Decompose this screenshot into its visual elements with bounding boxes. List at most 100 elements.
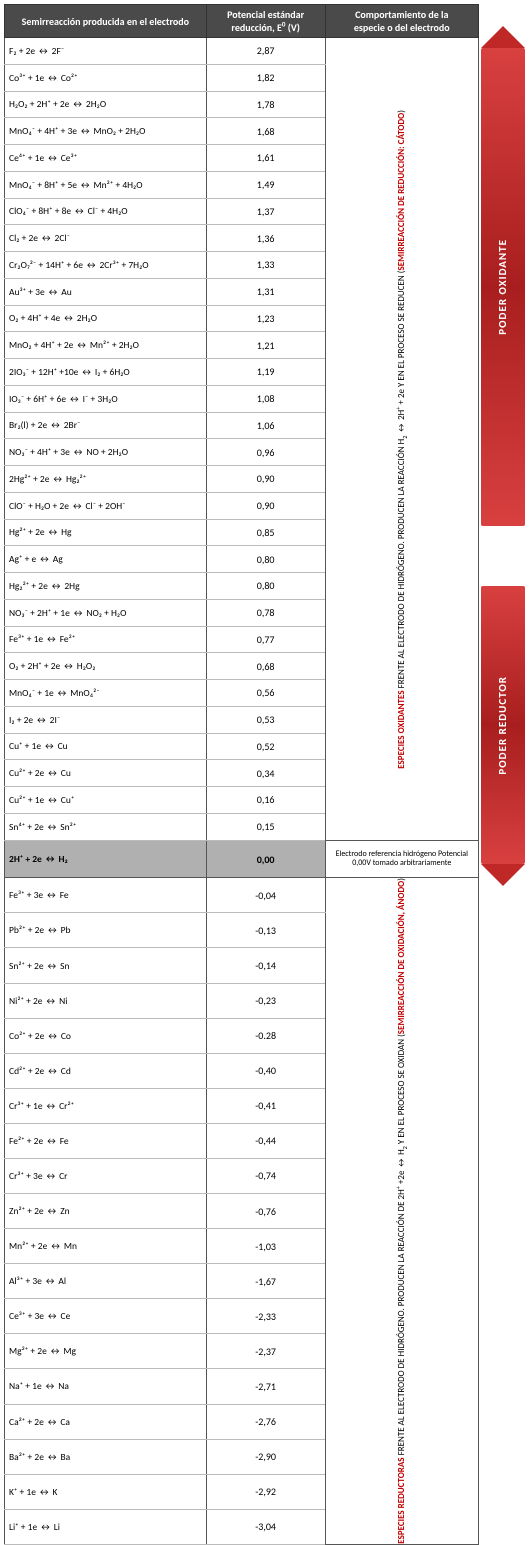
potential-cell: 0,34 xyxy=(206,760,325,787)
potential-cell: -0,76 xyxy=(206,1194,325,1229)
reaction-cell: Sn²⁺ + 2e ↔ Sn xyxy=(5,948,207,983)
reductor-arrow: PODER REDUCTOR xyxy=(481,586,525,864)
potential-cell: 1,19 xyxy=(206,359,325,386)
reaction-cell: Ce³⁺ + 3e ↔ Ce xyxy=(5,1299,207,1334)
hydrogen-reference-row: 2H⁺ + 2e ↔ H₂ 0,00 Electrodo referencia … xyxy=(5,841,479,878)
reaction-cell: 2Hg²⁺ + 2e ↔ Hg₂²⁺ xyxy=(5,466,207,493)
potential-cell: 1,36 xyxy=(206,225,325,252)
header-potential: Potencial estándar reducción, E0 (V) xyxy=(206,5,325,38)
oxidant-arrow: PODER OXIDANTE xyxy=(481,48,525,526)
oxidant-text: ESPECIES OXIDANTES FRENTE AL ELECTRODO D… xyxy=(396,110,407,769)
potential-cell: -1,67 xyxy=(206,1264,325,1299)
reaction-cell: 2IO₃⁻ + 12H⁺ +10e ↔ I₂ + 6H₂O xyxy=(5,359,207,386)
potential-cell: 1,21 xyxy=(206,332,325,359)
potential-cell: -0,40 xyxy=(206,1053,325,1088)
reference-note: Electrodo referencia hidrógeno Potencial… xyxy=(325,841,478,878)
reaction-cell: O₂ + 2H⁺ + 2e ↔ H₂O₂ xyxy=(5,653,207,680)
potential-cell: -2,37 xyxy=(206,1334,325,1369)
potential-cell: -0,23 xyxy=(206,983,325,1018)
potential-cell: 2,87 xyxy=(206,38,325,65)
reaction-cell: Cd²⁺ + 2e ↔ Cd xyxy=(5,1053,207,1088)
reaction-cell: Cr³⁺ + 1e ↔ Cr²⁺ xyxy=(5,1088,207,1123)
potential-cell: -0,44 xyxy=(206,1123,325,1158)
reaction-cell: Na⁺ + 1e ↔ Na xyxy=(5,1369,207,1404)
arrow-column: PODER OXIDANTE PODER REDUCTOR xyxy=(479,4,527,1387)
oxidant-behavior-cell: ESPECIES OXIDANTES FRENTE AL ELECTRODO D… xyxy=(325,38,478,841)
reaction-cell: MnO₂ + 4H⁺ + 2e ↔ Mn²⁺ + 2H₂O xyxy=(5,332,207,359)
reaction-cell: Mn²⁺ + 2e ↔ Mn xyxy=(5,1229,207,1264)
potential-cell: 0,90 xyxy=(206,492,325,519)
reaction-cell: Pb²⁺ + 2e ↔ Pb xyxy=(5,913,207,948)
reaction-cell: NO₃⁻ + 2H⁺ + 1e ↔ NO₂ + H₂O xyxy=(5,599,207,626)
potential-cell: 0,53 xyxy=(206,706,325,733)
potential-cell: -2,92 xyxy=(206,1474,325,1509)
reaction-cell: Co²⁺ + 2e ↔ Co xyxy=(5,1018,207,1053)
reaction-cell: ClO⁻ + H₂O + 2e ↔ Cl⁻ + 2OH⁻ xyxy=(5,492,207,519)
header-reaction: Semirreacción producida en el electrodo xyxy=(5,5,207,38)
potential-cell: 1,31 xyxy=(206,278,325,305)
potential-cell: -2,71 xyxy=(206,1369,325,1404)
potential-cell: 0,68 xyxy=(206,653,325,680)
potential-cell: 1,08 xyxy=(206,385,325,412)
reaction-cell: Ca²⁺ + 2e ↔ Ca xyxy=(5,1404,207,1439)
potential-cell: -0,04 xyxy=(206,878,325,913)
potential-cell: 0,80 xyxy=(206,546,325,573)
potential-cell: 0,00 xyxy=(206,841,325,878)
reaction-cell: Ba²⁺ + 2e ↔ Ba xyxy=(5,1439,207,1474)
reaction-cell: Ni²⁺ + 2e ↔ Ni xyxy=(5,983,207,1018)
header-behavior: Comportamiento de laespecie o del electr… xyxy=(325,5,478,38)
potential-cell: 0,80 xyxy=(206,573,325,600)
potential-cell: 1,23 xyxy=(206,305,325,332)
reaction-cell: Br₂(l) + 2e ↔ 2Br⁻ xyxy=(5,412,207,439)
potential-cell: 0,90 xyxy=(206,466,325,493)
reductor-text: ESPECIES REDUCTORAS FRENTE AL ELECTRODO … xyxy=(396,878,407,1544)
reaction-cell: Co³⁺ + 1e ↔ Co²⁺ xyxy=(5,64,207,91)
potential-cell: -2,33 xyxy=(206,1299,325,1334)
reaction-cell: Hg₂²⁺ + 2e ↔ 2Hg xyxy=(5,573,207,600)
reaction-cell: I₂ + 2e ↔ 2I⁻ xyxy=(5,706,207,733)
potential-cell: 1,37 xyxy=(206,198,325,225)
potential-cell: 1,49 xyxy=(206,171,325,198)
reaction-cell: Zn²⁺ + 2e ↔ Zn xyxy=(5,1194,207,1229)
potential-cell: -2,90 xyxy=(206,1439,325,1474)
reaction-cell: Ag⁺ + e ↔ Ag xyxy=(5,546,207,573)
potential-cell: 1,33 xyxy=(206,252,325,279)
reaction-cell: Cu²⁺ + 1e ↔ Cu⁺ xyxy=(5,787,207,814)
reaction-cell: Fe³⁺ + 3e ↔ Fe xyxy=(5,878,207,913)
potential-cell: 0,85 xyxy=(206,519,325,546)
reductor-behavior-cell: ESPECIES REDUCTORAS FRENTE AL ELECTRODO … xyxy=(325,878,478,1545)
potential-cell: 0,52 xyxy=(206,733,325,760)
potential-cell: 1,61 xyxy=(206,145,325,172)
reaction-cell: Cr³⁺ + 3e ↔ Cr xyxy=(5,1158,207,1193)
potential-cell: 0,56 xyxy=(206,680,325,707)
reaction-cell: Li⁺ + 1e ↔ Li xyxy=(5,1509,207,1544)
reaction-cell: Al³⁺ + 3e ↔ Al xyxy=(5,1264,207,1299)
potential-cell: 0,15 xyxy=(206,813,325,840)
reductor-label: PODER REDUCTOR xyxy=(496,676,509,775)
potential-cell: -0,41 xyxy=(206,1088,325,1123)
reaction-cell: Fe³⁺ + 1e ↔ Fe²⁺ xyxy=(5,626,207,653)
reaction-cell: F₂ + 2e ↔ 2F⁻ xyxy=(5,38,207,65)
reaction-cell: NO₃⁻ + 4H⁺ + 3e ↔ NO + 2H₂O xyxy=(5,439,207,466)
potential-cell: -2,76 xyxy=(206,1404,325,1439)
potential-cell: -1,03 xyxy=(206,1229,325,1264)
reaction-cell: 2H⁺ + 2e ↔ H₂ xyxy=(5,841,207,878)
reaction-cell: Cl₂ + 2e ↔ 2Cl⁻ xyxy=(5,225,207,252)
reaction-cell: MnO₄⁻ + 8H⁺ + 5e ↔ Mn²⁺ + 4H₂O xyxy=(5,171,207,198)
reaction-cell: O₂ + 4H⁺ + 4e ↔ 2H₂O xyxy=(5,305,207,332)
potential-cell: 1,06 xyxy=(206,412,325,439)
reaction-cell: Sn⁴⁺ + 2e ↔ Sn²⁺ xyxy=(5,813,207,840)
potential-cell: 0,77 xyxy=(206,626,325,653)
reaction-cell: K⁺ + 1e ↔ K xyxy=(5,1474,207,1509)
potential-cell: 0,16 xyxy=(206,787,325,814)
reaction-cell: Ce⁴⁺ + 1e ↔ Ce³⁺ xyxy=(5,145,207,172)
reaction-cell: Cu²⁺ + 2e ↔ Cu xyxy=(5,760,207,787)
potential-cell: 1,82 xyxy=(206,64,325,91)
table-row: F₂ + 2e ↔ 2F⁻2,87ESPECIES OXIDANTES FREN… xyxy=(5,38,479,65)
reaction-cell: Cu⁺ + 1e ↔ Cu xyxy=(5,733,207,760)
reduction-potential-table: Semirreacción producida en el electrodo … xyxy=(4,4,479,1545)
potential-cell: -0,74 xyxy=(206,1158,325,1193)
potential-cell: 0,78 xyxy=(206,599,325,626)
potential-cell: 1,68 xyxy=(206,118,325,145)
potential-cell: -0,14 xyxy=(206,948,325,983)
